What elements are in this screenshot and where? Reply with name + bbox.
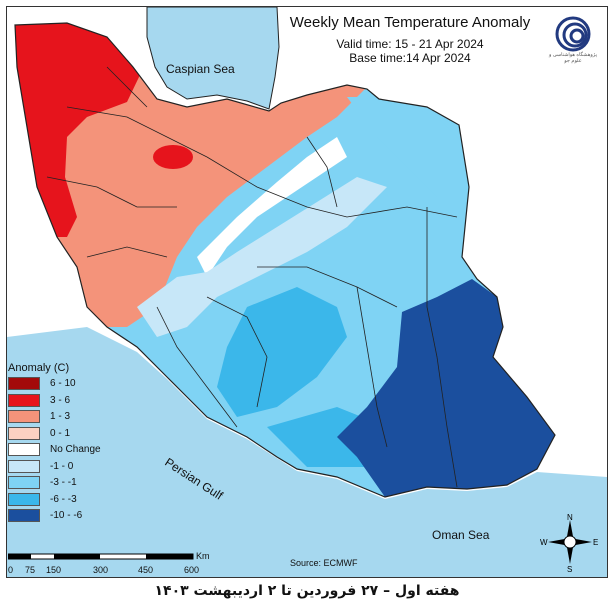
province-borders bbox=[46, 66, 458, 488]
legend-swatch bbox=[8, 459, 40, 473]
legend-label: -1 - 0 bbox=[50, 460, 74, 472]
legend-item: -1 - 0 bbox=[8, 459, 112, 475]
band-minus3-minus6-center bbox=[217, 287, 347, 417]
base-time: Base time:14 Apr 2024 bbox=[349, 51, 471, 65]
compass-n: N bbox=[567, 513, 573, 522]
compass-w: W bbox=[540, 538, 548, 547]
legend-item: 0 - 1 bbox=[8, 426, 112, 442]
scale-bar-graphic bbox=[8, 553, 194, 560]
legend: Anomaly (C) 6 - 10 3 - 6 1 - 3 0 - 1 No Chan… bbox=[8, 362, 112, 525]
source-label: Source: ECMWF bbox=[290, 558, 358, 568]
scale-tick-300: 300 bbox=[93, 565, 109, 575]
legend-swatch bbox=[8, 509, 40, 523]
institute-logo bbox=[546, 14, 600, 78]
legend-label: -6 - -3 bbox=[50, 493, 77, 505]
band-3-6-west bbox=[15, 23, 139, 237]
legend-item: -6 - -3 bbox=[8, 492, 112, 508]
legend-label: No Change bbox=[50, 444, 101, 456]
compass-rose-icon: N S E W bbox=[540, 513, 598, 572]
oman-sea-label: Oman Sea bbox=[432, 528, 490, 542]
map-title: Weekly Mean Temperature Anomaly bbox=[289, 14, 531, 31]
legend-swatch bbox=[8, 377, 40, 391]
band-0-minus1 bbox=[137, 177, 387, 337]
footer-caption: هفته اول – ۲۷ فروردین تا ۲ اردیبهشت ۱۴۰۳ bbox=[154, 583, 460, 599]
band-no-change bbox=[197, 137, 347, 277]
legend-label: 6 - 10 bbox=[50, 378, 76, 390]
legend-label: -3 - -1 bbox=[50, 477, 77, 489]
legend-swatch bbox=[8, 492, 40, 506]
legend-title: Anomaly (C) bbox=[8, 362, 70, 374]
caspian-sea-water bbox=[146, 7, 280, 110]
legend-item: -3 - -1 bbox=[8, 475, 112, 491]
persian-gulf-water bbox=[7, 327, 607, 577]
legend-swatch bbox=[8, 426, 40, 440]
scale-tick-450: 450 bbox=[138, 565, 154, 575]
legend-swatch bbox=[8, 476, 40, 490]
compass-s: S bbox=[567, 565, 572, 572]
valid-time: Valid time: 15 - 21 Apr 2024 bbox=[336, 37, 484, 51]
legend-item: -10 - -6 bbox=[8, 508, 112, 524]
north-arrow: N S E W bbox=[540, 512, 600, 572]
scale-tick-600: 600 bbox=[184, 565, 200, 575]
scale-tick-150: 150 bbox=[46, 565, 62, 575]
legend-item: 6 - 10 bbox=[8, 376, 112, 392]
scale-tick-0: 0 bbox=[8, 565, 14, 575]
legend-label: 0 - 1 bbox=[50, 427, 71, 439]
scale-tick-75: 75 bbox=[25, 565, 36, 575]
legend-label: 3 - 6 bbox=[50, 394, 71, 406]
map-canvas bbox=[7, 7, 607, 577]
legend-item: No Change bbox=[8, 442, 112, 458]
legend-swatch bbox=[8, 443, 40, 457]
legend-swatch bbox=[8, 410, 40, 424]
scale-bar: 0 75 150 300 450 600 Km bbox=[8, 551, 213, 577]
iran-border bbox=[14, 22, 556, 498]
caspian-sea-label: Caspian Sea bbox=[166, 62, 235, 76]
scale-unit: Km bbox=[196, 551, 210, 561]
band-minus1-minus3-ne bbox=[347, 97, 467, 197]
legend-label: -10 - -6 bbox=[50, 510, 83, 522]
compass-e: E bbox=[593, 538, 598, 547]
legend-swatch bbox=[8, 393, 40, 407]
swirl-logo-icon bbox=[555, 16, 591, 52]
logo-caption: پژوهشگاه هواشناسی و علوم جو bbox=[549, 52, 597, 64]
legend-item: 3 - 6 bbox=[8, 393, 112, 409]
legend-item: 1 - 3 bbox=[8, 409, 112, 425]
band-3-6-center bbox=[153, 145, 193, 169]
map-frame bbox=[6, 6, 608, 578]
legend-label: 1 - 3 bbox=[50, 411, 71, 423]
